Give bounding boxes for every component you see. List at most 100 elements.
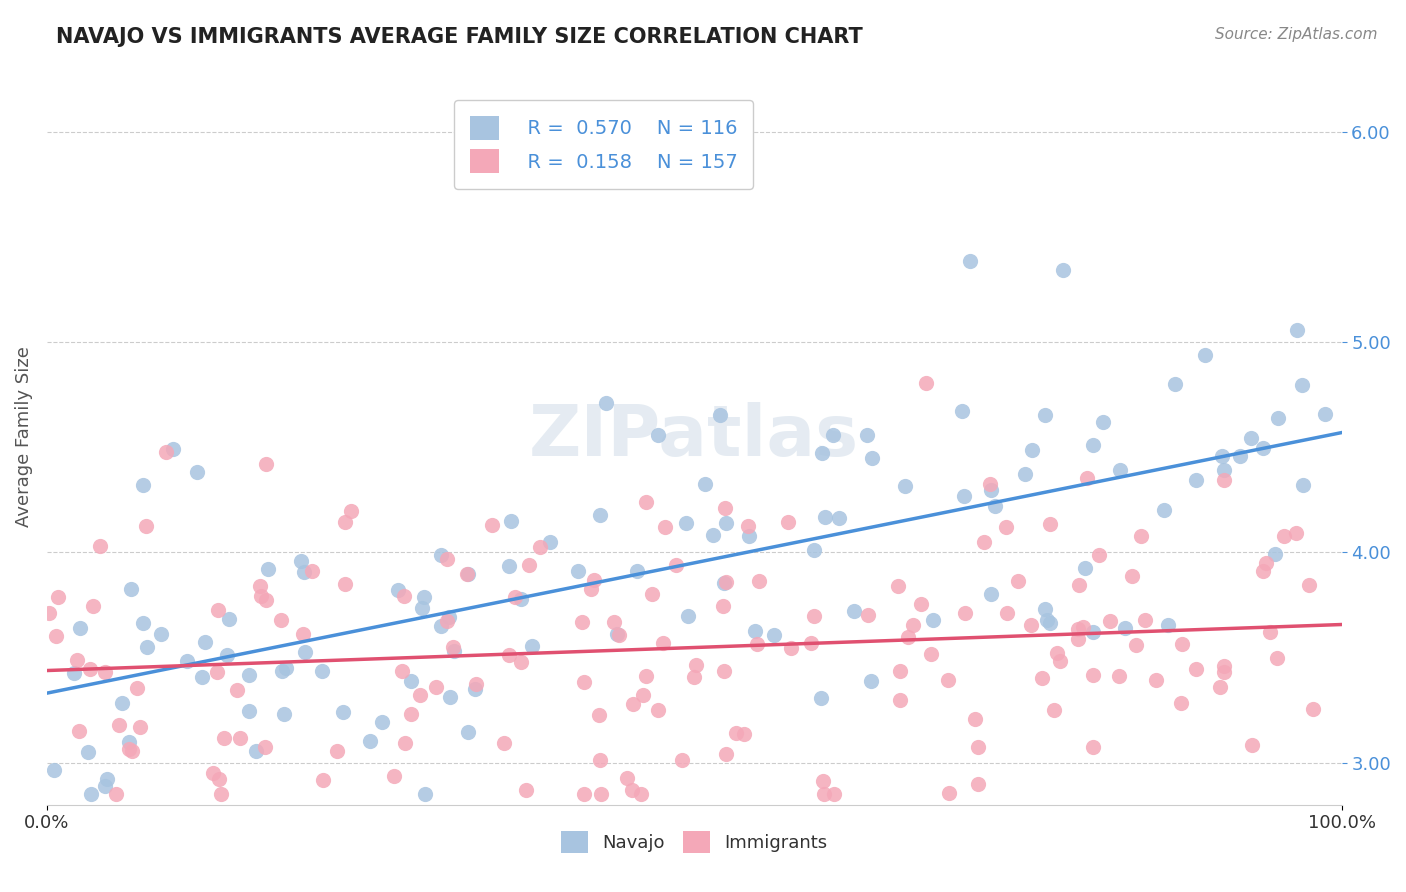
Point — [1291, 478, 1313, 492]
Point — [889, 664, 911, 678]
Point — [118, 741, 141, 756]
Point — [464, 677, 486, 691]
Point — [498, 648, 520, 663]
Point — [1033, 601, 1056, 615]
Point — [499, 514, 522, 528]
Point — [439, 690, 461, 704]
Point — [249, 579, 271, 593]
Point — [936, 673, 959, 687]
Point — [1081, 438, 1104, 452]
Point — [607, 628, 630, 642]
Point — [603, 615, 626, 629]
Point — [1260, 625, 1282, 640]
Point — [333, 577, 356, 591]
Point — [1209, 681, 1232, 695]
Point — [711, 599, 734, 614]
Point — [920, 647, 942, 661]
Point — [1074, 561, 1097, 575]
Point — [311, 664, 333, 678]
Point — [621, 697, 644, 711]
Point — [702, 528, 724, 542]
Point — [229, 731, 252, 745]
Point — [270, 613, 292, 627]
Point — [205, 665, 228, 680]
Point — [441, 640, 464, 655]
Point — [1067, 622, 1090, 636]
Point — [391, 664, 413, 678]
Point — [1130, 529, 1153, 543]
Point — [897, 630, 920, 644]
Point — [856, 427, 879, 442]
Point — [889, 692, 911, 706]
Point — [394, 589, 416, 603]
Point — [42, 763, 65, 777]
Point — [76, 745, 98, 759]
Point — [492, 736, 515, 750]
Point — [950, 404, 973, 418]
Point — [859, 673, 882, 688]
Point — [910, 597, 932, 611]
Point — [371, 714, 394, 729]
Point — [1091, 415, 1114, 429]
Point — [1067, 632, 1090, 646]
Point — [291, 626, 314, 640]
Point — [1212, 473, 1234, 487]
Point — [1213, 658, 1236, 673]
Point — [529, 540, 551, 554]
Point — [572, 674, 595, 689]
Point — [1313, 407, 1336, 421]
Point — [959, 254, 981, 268]
Point — [1021, 618, 1043, 632]
Point — [82, 599, 104, 613]
Point — [413, 787, 436, 801]
Text: NAVAJO VS IMMIGRANTS AVERAGE FAMILY SIZE CORRELATION CHART: NAVAJO VS IMMIGRANTS AVERAGE FAMILY SIZE… — [56, 27, 863, 46]
Point — [980, 483, 1002, 497]
Point — [150, 627, 173, 641]
Point — [588, 707, 610, 722]
Point — [979, 476, 1001, 491]
Point — [714, 575, 737, 590]
Point — [814, 509, 837, 524]
Point — [498, 559, 520, 574]
Point — [823, 427, 845, 442]
Point — [250, 589, 273, 603]
Point — [651, 636, 673, 650]
Point — [292, 565, 315, 579]
Point — [860, 450, 883, 465]
Point — [813, 774, 835, 789]
Point — [429, 619, 451, 633]
Point — [464, 682, 486, 697]
Point — [80, 787, 103, 801]
Point — [121, 744, 143, 758]
Point — [439, 609, 461, 624]
Point — [1035, 613, 1057, 627]
Point — [1099, 614, 1122, 628]
Point — [921, 614, 943, 628]
Point — [332, 705, 354, 719]
Point — [1170, 696, 1192, 710]
Point — [1251, 564, 1274, 578]
Point — [238, 668, 260, 682]
Point — [401, 707, 423, 722]
Point — [443, 644, 465, 658]
Point — [713, 500, 735, 515]
Point — [1035, 409, 1057, 423]
Point — [683, 670, 706, 684]
Point — [46, 591, 69, 605]
Point — [1194, 348, 1216, 362]
Point — [595, 396, 617, 410]
Point — [676, 609, 699, 624]
Point — [409, 688, 432, 702]
Point — [893, 479, 915, 493]
Point — [811, 446, 834, 460]
Point — [955, 606, 977, 620]
Point — [69, 621, 91, 635]
Point — [520, 639, 543, 653]
Point — [436, 551, 458, 566]
Point — [517, 558, 540, 572]
Point — [340, 503, 363, 517]
Point — [671, 753, 693, 767]
Point — [1144, 673, 1167, 688]
Point — [1121, 569, 1143, 583]
Point — [155, 445, 177, 459]
